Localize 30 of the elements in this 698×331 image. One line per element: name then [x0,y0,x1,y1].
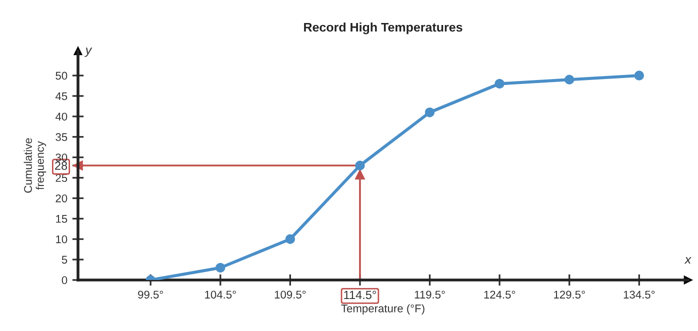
x-tick-label: 104.5° [205,290,236,299]
annotation: x [684,257,692,264]
point [564,74,574,84]
x-tick-label: 99.5° [138,290,163,299]
point [216,262,226,273]
point [355,160,365,170]
y-tick-label: 10 [56,235,68,244]
x-axis-title: Temperature (°F) [341,304,424,315]
y-tick-label: 0 [62,276,68,284]
y-tick-label: 15 [56,215,68,223]
y-tick-label: 28 [55,162,68,170]
point [285,234,296,244]
y-tick-label: 5 [62,256,68,264]
y-tick-label: 50 [56,72,68,80]
x-tick-label: 129.5° [554,290,585,299]
y-axis-title: Cumulative frequency [24,138,46,193]
chart-title: Record High Temperatures [304,22,462,34]
x-tick-label: 109.5° [274,290,306,299]
point [494,78,504,89]
x-tick-label: 124.5° [484,290,516,299]
y-tick-label: 45 [55,92,68,100]
x-tick-label: 114.5° [344,290,376,300]
annotation: y [84,48,92,57]
x-tick-label: 134.5° [624,290,655,299]
x-tick-label: 119.5° [414,290,445,299]
y-tick-label: 20 [56,194,68,202]
y-tick-label: 35 [56,133,68,142]
point [634,70,644,80]
point [424,107,435,118]
y-tick-label: 40 [55,112,68,121]
